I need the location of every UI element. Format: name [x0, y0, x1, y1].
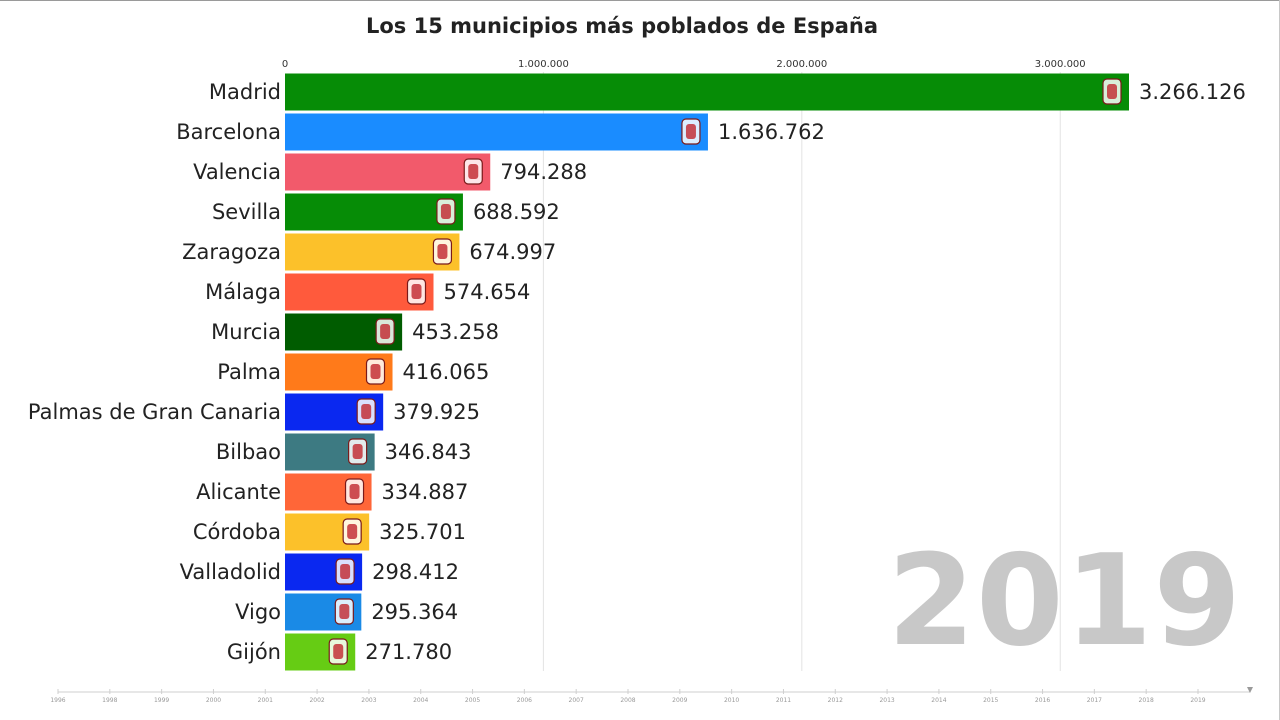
data-label: 688.592: [473, 200, 560, 224]
emblem-shield: [685, 124, 696, 139]
timeline-year-label: 1996: [50, 697, 65, 704]
emblem-shield: [339, 604, 350, 619]
bar: [285, 193, 463, 231]
timeline-year-label: 2019: [1190, 697, 1205, 704]
category-label: Barcelona: [176, 120, 281, 144]
emblem-shield: [437, 244, 448, 259]
data-label: 3.266.126: [1139, 80, 1246, 104]
chart-title: Los 15 municipios más poblados de España: [366, 14, 878, 38]
data-label: 674.997: [469, 240, 556, 264]
emblem-shield: [361, 404, 372, 419]
emblem-shield: [440, 204, 451, 219]
emblem-shield: [411, 284, 422, 299]
emblem-shield: [1107, 84, 1117, 99]
bar: [285, 153, 491, 191]
timeline-year-label: 2018: [1139, 697, 1154, 704]
timeline-year-label: 2014: [931, 697, 946, 704]
emblem-shield: [333, 644, 344, 659]
timeline-year-label: 2016: [1035, 697, 1050, 704]
emblem-shield: [340, 564, 351, 579]
timeline-year-label: 2013: [879, 697, 894, 704]
emblem-shield: [468, 164, 479, 179]
emblem-shield: [352, 444, 363, 459]
timeline-year-label: 1999: [154, 697, 169, 704]
timeline-year-label: 2001: [258, 697, 273, 704]
timeline-year-label: 2004: [413, 697, 428, 704]
timeline-year-label: 1998: [102, 697, 117, 704]
timeline-year-label: 2015: [983, 697, 998, 704]
data-label: 346.843: [385, 440, 472, 464]
timeline-playhead-icon: [1247, 687, 1253, 693]
timeline-year-label: 2002: [309, 697, 324, 704]
bar: [285, 233, 460, 271]
timeline-year-label: 2017: [1087, 697, 1102, 704]
category-label: Valencia: [193, 160, 281, 184]
category-label: Madrid: [209, 80, 281, 104]
data-label: 453.258: [412, 320, 499, 344]
timeline-year-label: 2009: [672, 697, 687, 704]
timeline-year-label: 2010: [724, 697, 739, 704]
category-label: Málaga: [205, 280, 281, 304]
timeline-year-label: 2005: [465, 697, 480, 704]
x-tick-label: 2.000.000: [776, 59, 827, 70]
timeline-year-label: 2011: [776, 697, 791, 704]
emblem-shield: [347, 524, 358, 539]
timeline-year-label: 2000: [206, 697, 221, 704]
category-label: Palma: [217, 360, 281, 384]
emblem-shield: [380, 324, 391, 339]
x-tick-label: 0: [282, 59, 288, 70]
timeline-year-label: 2003: [361, 697, 376, 704]
data-label: 794.288: [500, 160, 587, 184]
current-year-label: 2019: [887, 527, 1242, 674]
data-label: 295.364: [371, 600, 458, 624]
category-label: Córdoba: [193, 520, 281, 544]
category-label: Palmas de Gran Canaria: [28, 400, 281, 424]
bar-chart: 0 1.000.000 2.000.000 3.000.000 Madrid 3.266.…: [28, 59, 1246, 671]
data-label: 416.065: [403, 360, 490, 384]
data-label: 1.636.762: [718, 120, 825, 144]
category-label: Murcia: [211, 320, 281, 344]
timeline-year-label: 2008: [620, 697, 635, 704]
x-tick-label: 1.000.000: [518, 59, 569, 70]
category-label: Zaragoza: [182, 240, 281, 264]
data-label: 271.780: [365, 640, 452, 664]
data-label: 298.412: [372, 560, 459, 584]
category-label: Bilbao: [216, 440, 281, 464]
timeline-year-label: 2007: [569, 697, 584, 704]
emblem-shield: [349, 484, 360, 499]
category-label: Valladolid: [180, 560, 281, 584]
category-label: Sevilla: [212, 200, 281, 224]
category-label: Gijón: [227, 640, 281, 664]
x-tick-label: 3.000.000: [1035, 59, 1086, 70]
bar: [285, 113, 708, 151]
data-label: 574.654: [443, 280, 530, 304]
data-label: 325.701: [379, 520, 466, 544]
data-label: 379.925: [393, 400, 480, 424]
category-label: Vigo: [235, 600, 281, 624]
data-label: 334.887: [382, 480, 469, 504]
emblem-shield: [370, 364, 381, 379]
category-label: Alicante: [196, 480, 281, 504]
frame-top-border: [0, 0, 1280, 1]
timeline-year-label: 2012: [828, 697, 843, 704]
bar: [285, 73, 1129, 111]
timeline-year-label: 2006: [517, 697, 532, 704]
